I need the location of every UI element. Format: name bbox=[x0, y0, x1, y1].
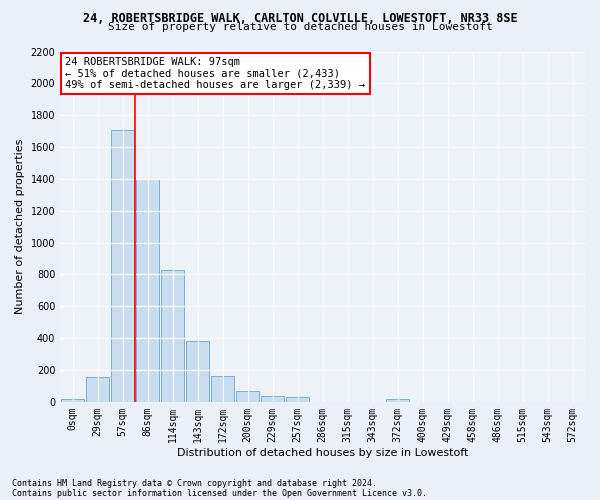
Text: Size of property relative to detached houses in Lowestoft: Size of property relative to detached ho… bbox=[107, 22, 493, 32]
Bar bbox=[112, 130, 134, 402]
Bar bbox=[211, 376, 234, 402]
Bar bbox=[286, 398, 309, 402]
Bar bbox=[187, 340, 209, 402]
Text: Contains HM Land Registry data © Crown copyright and database right 2024.: Contains HM Land Registry data © Crown c… bbox=[12, 478, 377, 488]
Bar bbox=[161, 270, 184, 402]
Text: 24, ROBERTSBRIDGE WALK, CARLTON COLVILLE, LOWESTOFT, NR33 8SE: 24, ROBERTSBRIDGE WALK, CARLTON COLVILLE… bbox=[83, 12, 517, 26]
Bar bbox=[262, 396, 284, 402]
Bar bbox=[386, 400, 409, 402]
X-axis label: Distribution of detached houses by size in Lowestoft: Distribution of detached houses by size … bbox=[177, 448, 468, 458]
Text: 24 ROBERTSBRIDGE WALK: 97sqm
← 51% of detached houses are smaller (2,433)
49% of: 24 ROBERTSBRIDGE WALK: 97sqm ← 51% of de… bbox=[65, 57, 365, 90]
Text: Contains public sector information licensed under the Open Government Licence v3: Contains public sector information licen… bbox=[12, 488, 427, 498]
Bar bbox=[61, 400, 84, 402]
Bar bbox=[236, 391, 259, 402]
Bar bbox=[136, 179, 159, 402]
Y-axis label: Number of detached properties: Number of detached properties bbox=[15, 139, 25, 314]
Bar bbox=[86, 377, 109, 402]
